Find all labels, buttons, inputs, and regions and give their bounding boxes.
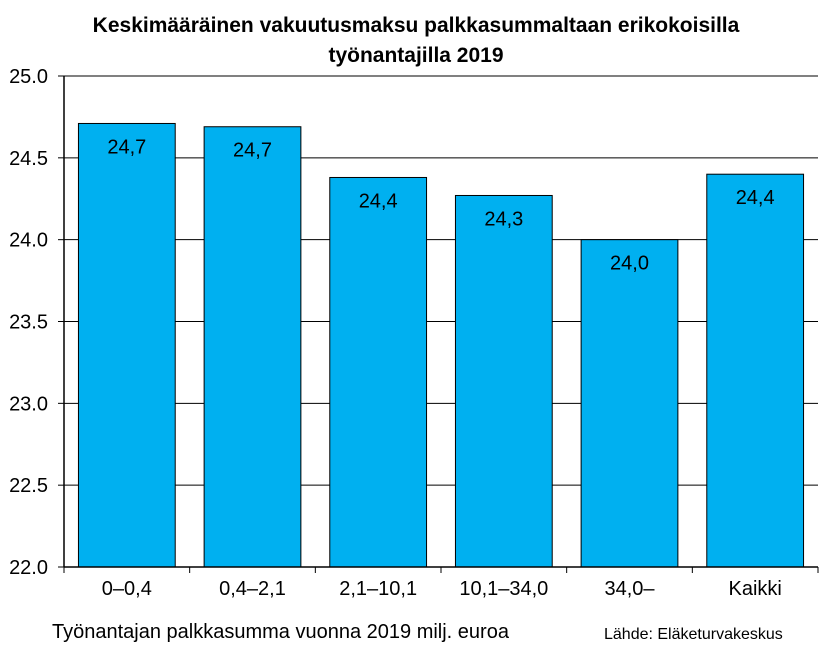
bar	[77, 122, 176, 568]
y-tick-label: 22.0	[9, 557, 48, 579]
source-note: Lähde: Eläketurvakeskus	[604, 626, 783, 643]
bar	[329, 176, 428, 568]
x-tick-label: 0–0,4	[102, 578, 152, 600]
data-label: 24,0	[610, 253, 649, 275]
data-labels: 24,7 24,7 24,4 24,3 24,0 24,4	[107, 136, 774, 274]
y-tick-label: 24.0	[9, 230, 48, 252]
x-tick-label: 0,4–2,1	[219, 578, 286, 600]
x-tick-label: 34,0–	[604, 578, 655, 600]
y-tick-label: 22.5	[9, 475, 48, 497]
y-tick-label: 24.5	[9, 148, 48, 170]
data-label: 24,4	[359, 190, 398, 212]
bars	[77, 122, 805, 568]
bar	[580, 239, 679, 568]
chart-title-line-1: Keskimääräinen vakuutusmaksu palkkasumma…	[93, 14, 740, 37]
x-tick-label: 2,1–10,1	[339, 578, 417, 600]
x-tick-label: Kaikki	[728, 578, 781, 600]
x-tick-label: 10,1–34,0	[459, 578, 548, 600]
bar	[454, 194, 553, 568]
y-tick-label: 25.0	[9, 66, 48, 88]
chart-title-line-2: työnantajilla 2019	[328, 44, 503, 67]
bar	[706, 173, 805, 568]
data-label: 24,3	[484, 208, 523, 230]
data-label: 24,7	[107, 136, 146, 158]
axes	[63, 76, 819, 573]
data-label: 24,4	[736, 187, 775, 209]
data-label: 24,7	[233, 140, 272, 162]
y-tick-labels: 22.0 22.5 23.0 23.5 24.0 24.5 25.0	[9, 66, 48, 579]
bar	[203, 126, 302, 568]
y-tick-label: 23.5	[9, 312, 48, 334]
x-tick-labels: 0–0,4 0,4–2,1 2,1–10,1 10,1–34,0 34,0– Kaikki	[102, 578, 782, 600]
x-axis-label: Työnantajan palkkasumma vuonna 2019 milj…	[52, 621, 510, 643]
gridlines	[58, 75, 818, 568]
y-tick-label: 23.0	[9, 393, 48, 415]
